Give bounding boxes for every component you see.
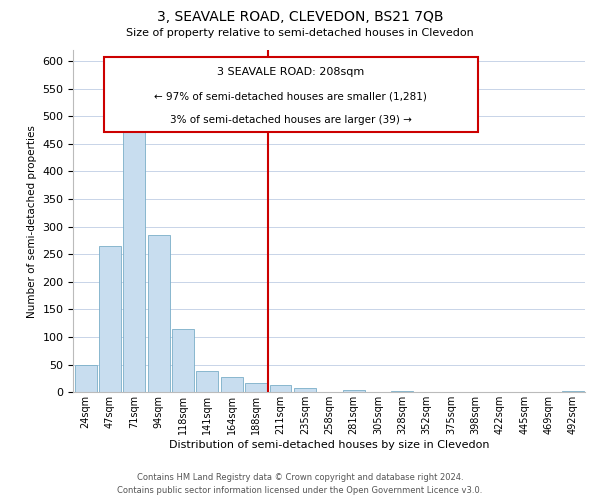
Bar bbox=[148, 235, 170, 392]
Bar bbox=[221, 378, 243, 392]
Bar bbox=[391, 391, 413, 392]
Bar bbox=[294, 388, 316, 392]
Bar bbox=[124, 116, 145, 392]
Bar bbox=[269, 385, 292, 392]
Text: Size of property relative to semi-detached houses in Clevedon: Size of property relative to semi-detach… bbox=[126, 28, 474, 38]
Text: 3% of semi-detached houses are larger (39) →: 3% of semi-detached houses are larger (3… bbox=[170, 115, 412, 125]
Text: ← 97% of semi-detached houses are smaller (1,281): ← 97% of semi-detached houses are smalle… bbox=[154, 91, 427, 101]
Text: 3 SEAVALE ROAD: 208sqm: 3 SEAVALE ROAD: 208sqm bbox=[217, 67, 364, 77]
Text: Contains HM Land Registry data © Crown copyright and database right 2024.
Contai: Contains HM Land Registry data © Crown c… bbox=[118, 474, 482, 495]
Bar bbox=[196, 372, 218, 392]
Bar bbox=[245, 383, 267, 392]
Y-axis label: Number of semi-detached properties: Number of semi-detached properties bbox=[27, 124, 37, 318]
Text: 3, SEAVALE ROAD, CLEVEDON, BS21 7QB: 3, SEAVALE ROAD, CLEVEDON, BS21 7QB bbox=[157, 10, 443, 24]
Bar bbox=[99, 246, 121, 392]
Bar bbox=[562, 391, 584, 392]
Bar bbox=[74, 364, 97, 392]
Bar bbox=[343, 390, 365, 392]
X-axis label: Distribution of semi-detached houses by size in Clevedon: Distribution of semi-detached houses by … bbox=[169, 440, 490, 450]
Bar bbox=[172, 329, 194, 392]
FancyBboxPatch shape bbox=[104, 57, 478, 132]
